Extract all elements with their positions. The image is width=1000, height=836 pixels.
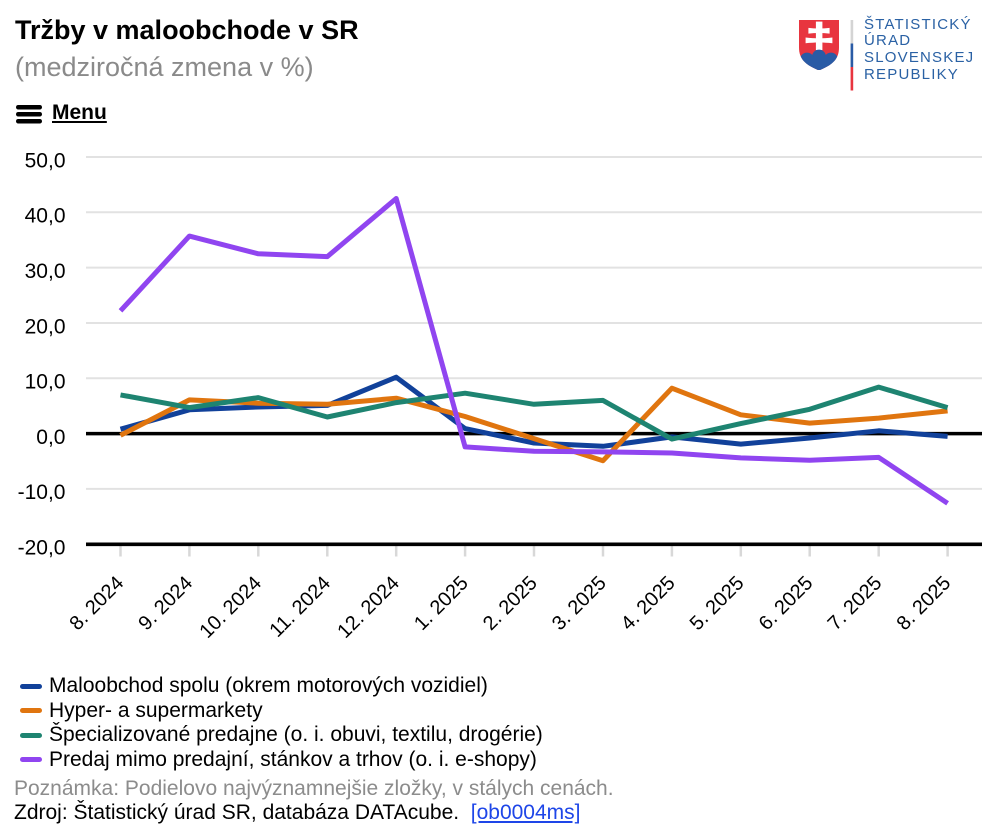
svg-text:10. 2024: 10. 2024 <box>195 572 266 643</box>
svg-text:-20,0: -20,0 <box>18 537 66 560</box>
svg-text:40,0: 40,0 <box>25 205 66 228</box>
svg-text:8. 2024: 8. 2024 <box>65 572 128 635</box>
svg-text:9. 2024: 9. 2024 <box>134 572 197 635</box>
svg-text:20,0: 20,0 <box>25 315 66 338</box>
svg-text:50,0: 50,0 <box>25 149 66 172</box>
svg-text:11. 2024: 11. 2024 <box>265 572 335 642</box>
svg-text:12. 2024: 12. 2024 <box>333 572 404 643</box>
svg-text:7. 2025: 7. 2025 <box>824 572 887 635</box>
svg-text:1. 2025: 1. 2025 <box>410 572 473 635</box>
svg-text:-10,0: -10,0 <box>18 481 66 504</box>
svg-text:5. 2025: 5. 2025 <box>686 572 749 635</box>
svg-text:30,0: 30,0 <box>25 260 66 283</box>
svg-text:8. 2025: 8. 2025 <box>893 572 956 635</box>
svg-text:10,0: 10,0 <box>25 371 66 394</box>
svg-text:6. 2025: 6. 2025 <box>755 572 818 635</box>
svg-text:2. 2025: 2. 2025 <box>479 572 542 635</box>
svg-text:4. 2025: 4. 2025 <box>617 572 680 635</box>
svg-text:3. 2025: 3. 2025 <box>548 572 611 635</box>
svg-text:0,0: 0,0 <box>36 426 65 449</box>
